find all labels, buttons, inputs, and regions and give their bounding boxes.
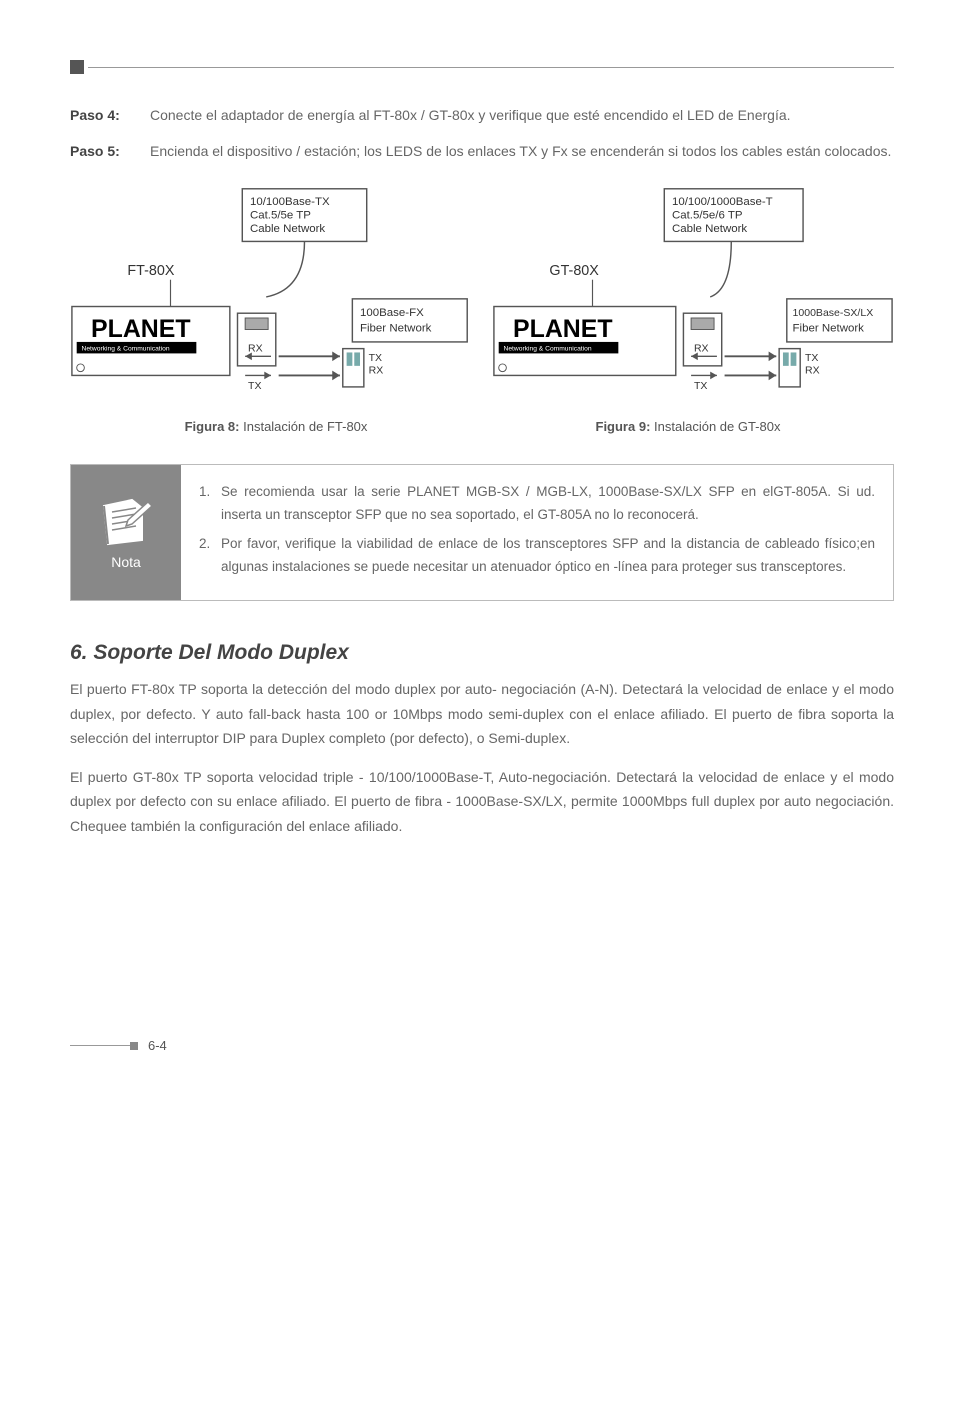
- svg-text:TX: TX: [248, 379, 261, 391]
- body-paragraph: El puerto FT-80x TP soporta la detección…: [70, 677, 894, 751]
- step-label: Paso 5:: [70, 140, 150, 164]
- footer-square: [130, 1042, 138, 1050]
- svg-text:TX: TX: [694, 379, 707, 391]
- svg-text:RX: RX: [369, 364, 384, 376]
- body-paragraph: El puerto GT-80x TP soporta velocidad tr…: [70, 765, 894, 839]
- svg-text:RX: RX: [694, 342, 709, 354]
- step-text: Conecte el adaptador de energía al FT-80…: [150, 104, 894, 128]
- caption-left: Figura 8: Instalación de FT-80x: [70, 419, 482, 434]
- svg-text:PLANET: PLANET: [513, 315, 613, 343]
- figure-captions: Figura 8: Instalación de FT-80x Figura 9…: [70, 419, 894, 434]
- svg-text:Fiber Network: Fiber Network: [360, 322, 432, 334]
- diagram-left: 10/100Base-TX Cat.5/5e TP Cable Network …: [70, 184, 472, 409]
- caption-right: Figura 9: Instalación de GT-80x: [482, 419, 894, 434]
- svg-text:Networking & Communication: Networking & Communication: [503, 345, 591, 352]
- caption-left-bold: Figura 8:: [185, 419, 240, 434]
- svg-text:Fiber Network: Fiber Network: [793, 322, 865, 334]
- svg-text:Cable Network: Cable Network: [250, 222, 325, 234]
- note-item-text: Se recomienda usar la serie PLANET MGB-S…: [221, 481, 875, 527]
- svg-text:Cat.5/5e/6 TP: Cat.5/5e/6 TP: [672, 209, 743, 221]
- svg-text:GT-80X: GT-80X: [549, 263, 599, 279]
- note-icon-panel: Nota: [71, 465, 181, 601]
- diagrams-row: 10/100Base-TX Cat.5/5e TP Cable Network …: [70, 184, 894, 409]
- note-box: Nota 1.Se recomienda usar la serie PLANE…: [70, 464, 894, 602]
- caption-left-text: Instalación de FT-80x: [240, 419, 368, 434]
- svg-text:RX: RX: [248, 342, 263, 354]
- header-rule: [70, 60, 894, 74]
- svg-text:Cable Network: Cable Network: [672, 222, 747, 234]
- note-item: 1.Se recomienda usar la serie PLANET MGB…: [199, 481, 875, 527]
- svg-text:Cat.5/5e TP: Cat.5/5e TP: [250, 209, 311, 221]
- svg-text:10/100/1000Base-T: 10/100/1000Base-T: [672, 196, 773, 208]
- svg-text:FT-80X: FT-80X: [127, 263, 174, 279]
- step-row: Paso 4:Conecte el adaptador de energía a…: [70, 104, 894, 128]
- header-square: [70, 60, 84, 74]
- svg-text:Networking & Communication: Networking & Communication: [81, 345, 169, 352]
- caption-right-bold: Figura 9:: [596, 419, 651, 434]
- note-item-number: 1.: [199, 481, 221, 527]
- note-item-text: Por favor, verifique la viabilidad de en…: [221, 533, 875, 579]
- step-label: Paso 4:: [70, 104, 150, 128]
- svg-text:100Base-FX: 100Base-FX: [360, 307, 424, 319]
- footer: 6-4: [70, 1038, 894, 1053]
- note-item-number: 2.: [199, 533, 221, 579]
- svg-text:PLANET: PLANET: [91, 315, 190, 343]
- footer-line: [70, 1045, 130, 1046]
- svg-text:10/100Base-TX: 10/100Base-TX: [250, 196, 330, 208]
- diagram-right: 10/100/1000Base-T Cat.5/5e/6 TP Cable Ne…: [492, 184, 894, 409]
- note-icon: [98, 496, 154, 546]
- svg-text:RX: RX: [805, 364, 820, 376]
- svg-text:TX: TX: [805, 352, 818, 364]
- step-row: Paso 5:Encienda el dispositivo / estació…: [70, 140, 894, 164]
- note-item: 2.Por favor, verifique la viabilidad de …: [199, 533, 875, 579]
- note-label: Nota: [111, 554, 141, 570]
- page-number: 6-4: [148, 1038, 167, 1053]
- header-line: [88, 67, 894, 68]
- svg-text:1000Base-SX/LX: 1000Base-SX/LX: [793, 307, 874, 319]
- step-text: Encienda el dispositivo / estación; los …: [150, 140, 894, 164]
- section-heading: 6. Soporte Del Modo Duplex: [70, 641, 894, 665]
- caption-right-text: Instalación de GT-80x: [650, 419, 780, 434]
- note-content: 1.Se recomienda usar la serie PLANET MGB…: [181, 465, 893, 601]
- svg-text:TX: TX: [369, 352, 382, 364]
